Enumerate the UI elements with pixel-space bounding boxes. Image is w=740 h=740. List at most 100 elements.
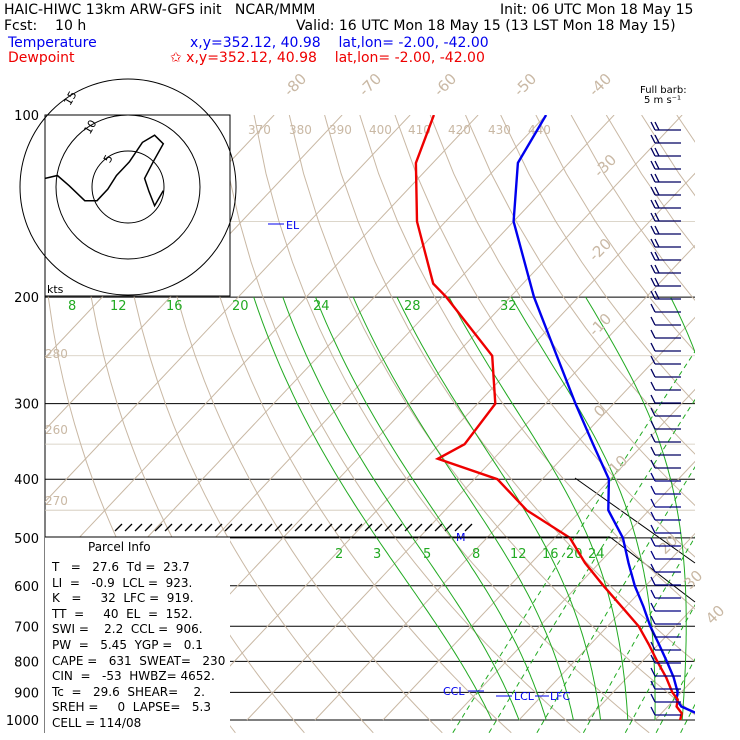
mixing-ratio-label: 12 bbox=[110, 299, 127, 314]
wind-barb-flag bbox=[650, 394, 656, 404]
hatch-mark bbox=[234, 523, 243, 532]
hatch-mark bbox=[214, 523, 223, 532]
dry-adiabat bbox=[429, 115, 695, 507]
dry-adiabat bbox=[288, 115, 695, 716]
wind-barb-flag bbox=[650, 563, 656, 573]
wind-barb-flag bbox=[654, 199, 660, 209]
hodograph-ring bbox=[55, 114, 201, 260]
mixing-ratio-line bbox=[680, 703, 695, 733]
wind-barb-flag bbox=[650, 407, 656, 417]
wind-barb-flag bbox=[654, 290, 660, 300]
dewpoint-profile bbox=[414, 115, 683, 721]
theta-label: 370 bbox=[248, 123, 271, 137]
temperature-profile bbox=[512, 115, 695, 714]
pressure-label: 700 bbox=[14, 620, 39, 635]
wind-barb-flag bbox=[650, 186, 656, 196]
hatch-mark bbox=[134, 523, 143, 532]
theta-label: 420 bbox=[448, 123, 471, 137]
dry-adiabat bbox=[183, 115, 512, 733]
wind-barb-flag bbox=[654, 134, 660, 144]
isotherm-line bbox=[45, 115, 343, 431]
hodograph-ring-label: 10 bbox=[81, 118, 99, 137]
theta-label: 260 bbox=[45, 423, 68, 437]
wind-barb-flag bbox=[650, 303, 656, 313]
temperature-location: x,y=352.12, 40.98 lat,lon= -2.00, -42.00 bbox=[190, 35, 489, 51]
isotherm-line bbox=[0, 115, 2, 720]
parcel-info-row: CELL = 114/08 bbox=[52, 716, 142, 730]
wind-barb-flag bbox=[650, 550, 656, 560]
hatch-mark bbox=[154, 523, 163, 532]
hatch-mark bbox=[254, 523, 263, 532]
dry-adiabat bbox=[394, 115, 695, 558]
parcel-info-row: CAPE = 631 SWEAT= 230 bbox=[52, 653, 226, 668]
dry-adiabat bbox=[218, 115, 581, 733]
wind-barb-flag bbox=[650, 381, 656, 391]
hatch-mark bbox=[274, 523, 283, 532]
hodograph-ring bbox=[19, 78, 237, 296]
hatch-mark bbox=[354, 523, 363, 532]
parcel-info-row: SREH = 0 LAPSE= 5.3 bbox=[52, 700, 211, 715]
mixing-ratio-label: 8 bbox=[472, 547, 480, 562]
dry-adiabat bbox=[535, 115, 695, 353]
wind-barb-flag bbox=[650, 615, 656, 625]
hatch-mark bbox=[194, 523, 203, 532]
moist-adiabat bbox=[448, 296, 629, 721]
barb-legend-title: Full barb: bbox=[640, 85, 687, 96]
wind-barb-flag bbox=[650, 498, 656, 508]
isotherm-line bbox=[382, 388, 695, 721]
wind-barb-flag bbox=[650, 654, 656, 664]
wind-barb-flag bbox=[650, 147, 656, 157]
temperature-axis-label: -20 bbox=[585, 235, 615, 265]
hatch-mark bbox=[394, 523, 403, 532]
wind-barb-flag bbox=[650, 472, 656, 482]
hatch-mark bbox=[304, 523, 313, 532]
temperature-axis-label: -70 bbox=[355, 70, 385, 100]
pressure-label: 1000 bbox=[6, 714, 39, 729]
wind-barb-flag bbox=[650, 628, 656, 638]
mixing-ratio-label: 24 bbox=[313, 299, 330, 314]
hatch-mark bbox=[444, 523, 453, 532]
wind-barb-flag bbox=[650, 459, 656, 469]
isotherm-line bbox=[586, 604, 695, 721]
wind-barb-flag bbox=[650, 225, 656, 235]
mixing-ratio-line bbox=[624, 604, 695, 733]
isotherm-line bbox=[246, 244, 695, 721]
hatch-mark bbox=[294, 523, 303, 532]
parcel-info-row: LI = -0.9 LCL = 923. bbox=[52, 575, 193, 590]
mixing-ratio-line bbox=[488, 398, 695, 733]
wind-barb-flag bbox=[650, 212, 656, 222]
isotherm-line bbox=[723, 115, 740, 720]
wind-barb-flag bbox=[650, 251, 656, 261]
wind-barb-flag bbox=[654, 251, 660, 261]
wind-barb-flag bbox=[650, 667, 656, 677]
hodograph-trace-group bbox=[0, 134, 165, 208]
mixing-ratio-label: 12 bbox=[510, 547, 527, 562]
theta-label: 430 bbox=[488, 123, 511, 137]
temperature-legend: Temperature bbox=[8, 35, 97, 51]
barb-legend-units: 5 m s⁻¹ bbox=[644, 95, 681, 106]
dry-adiabat bbox=[465, 115, 695, 455]
hodograph-units: kts bbox=[47, 283, 64, 296]
hatch-mark bbox=[324, 523, 333, 532]
hatch-mark bbox=[344, 523, 353, 532]
wind-barb-flag bbox=[650, 693, 656, 703]
hodograph-start-marker bbox=[0, 165, 5, 171]
isotherm-line bbox=[654, 676, 695, 721]
temperature-axis-label: -80 bbox=[280, 70, 310, 100]
wind-barb-flag bbox=[650, 511, 656, 521]
wind-barb-flag bbox=[650, 602, 656, 612]
isotherm-line bbox=[450, 460, 695, 721]
parcel-info-row: TT = 40 EL = 152. bbox=[52, 606, 193, 621]
mixing-ratio-label: 16 bbox=[166, 299, 183, 314]
wind-barb-flag bbox=[654, 238, 660, 248]
hodograph-trace-low bbox=[2, 159, 16, 168]
pressure-label: 200 bbox=[14, 291, 39, 306]
temperature-axis-label: -50 bbox=[510, 70, 540, 100]
dewpoint-legend: Dewpoint bbox=[8, 50, 75, 66]
mixing-ratio-label: 32 bbox=[500, 299, 517, 314]
hatch-mark bbox=[424, 523, 433, 532]
wind-barb-flag bbox=[650, 160, 656, 170]
